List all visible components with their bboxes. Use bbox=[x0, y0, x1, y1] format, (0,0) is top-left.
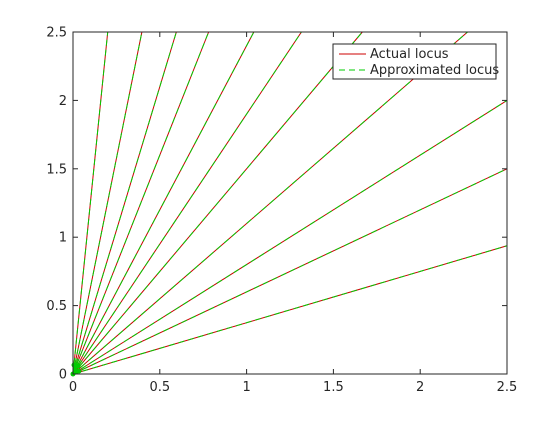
ray-line bbox=[72, 31, 363, 375]
x-tick-label: 1.5 bbox=[323, 380, 344, 395]
x-tick-label: 2 bbox=[416, 380, 424, 395]
legend-box bbox=[332, 43, 497, 80]
legend: Actual locus Approximated locus bbox=[332, 43, 499, 80]
origin-marker bbox=[75, 363, 81, 369]
x-tick-label: 0 bbox=[69, 380, 77, 395]
series-layer bbox=[72, 31, 508, 375]
y-tick-label: 0.5 bbox=[46, 299, 67, 314]
axis-ticks: 0 0.5 1 1.5 2 2.5 0 0.5 1 1.5 2 2.5 bbox=[46, 26, 517, 396]
ray-line bbox=[72, 31, 210, 375]
ray-line bbox=[72, 168, 508, 375]
ray-line bbox=[72, 31, 468, 375]
ray-line bbox=[72, 31, 109, 375]
y-tick-label: 2.5 bbox=[46, 26, 67, 41]
plot-background bbox=[73, 32, 507, 374]
x-tick-label: 1 bbox=[242, 380, 250, 395]
ray-line bbox=[72, 245, 508, 375]
ray-line bbox=[72, 31, 177, 375]
y-tick-label: 0 bbox=[59, 368, 67, 383]
x-tick-label: 2.5 bbox=[497, 380, 518, 395]
y-tick-label: 2 bbox=[59, 94, 67, 109]
ray-line bbox=[72, 31, 143, 375]
ray-line bbox=[72, 31, 255, 375]
series-1 bbox=[72, 31, 508, 375]
legend-label-approx: Approximated locus bbox=[370, 63, 499, 78]
origin-markers bbox=[70, 362, 82, 377]
y-tick-label: 1 bbox=[59, 231, 67, 246]
legend-label-actual: Actual locus bbox=[370, 47, 449, 62]
ray-line bbox=[72, 99, 508, 375]
origin-marker bbox=[76, 368, 82, 374]
y-tick-label: 1.5 bbox=[46, 162, 67, 177]
plot-area-border bbox=[72, 31, 508, 375]
x-tick-label: 0.5 bbox=[149, 380, 170, 395]
ray-line bbox=[72, 31, 302, 375]
